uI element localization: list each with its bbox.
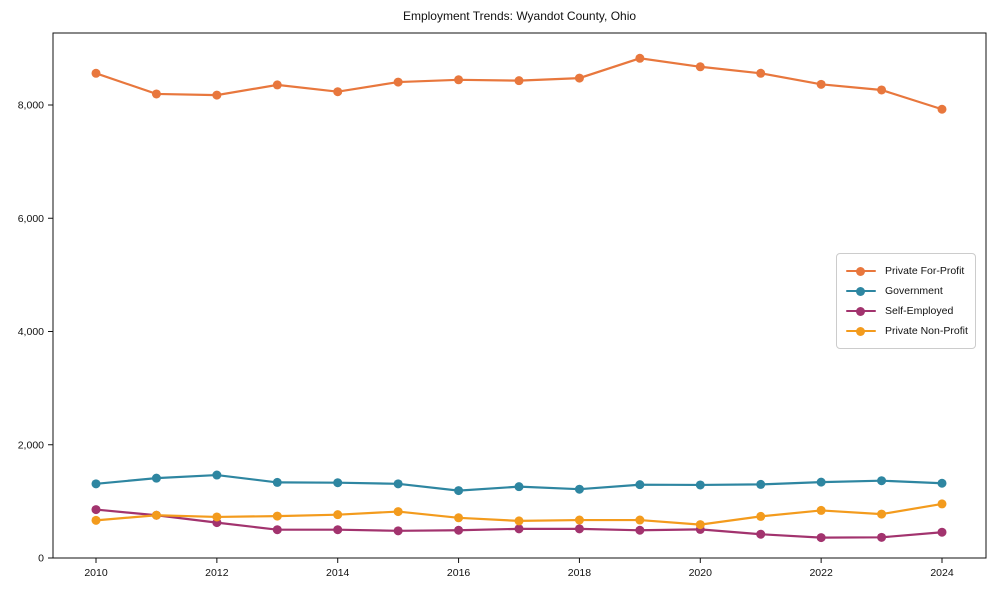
data-point-marker: [393, 526, 403, 536]
legend-item-self-employed: Self-Employed: [846, 301, 966, 321]
data-point-marker: [272, 511, 282, 521]
x-tick-label: 2010: [84, 567, 108, 579]
data-point-marker: [756, 479, 766, 489]
data-point-marker: [756, 529, 766, 539]
data-point-marker: [695, 62, 705, 72]
data-point-marker: [212, 512, 222, 522]
y-tick-label: 8,000: [18, 100, 44, 112]
data-point-marker: [937, 499, 947, 509]
y-tick-label: 4,000: [18, 326, 44, 338]
legend-label: Self-Employed: [885, 305, 954, 317]
data-point-marker: [877, 509, 887, 519]
data-point-marker: [756, 68, 766, 78]
data-point-marker: [877, 532, 887, 542]
data-point-marker: [816, 477, 826, 487]
data-point-marker: [574, 524, 584, 534]
data-point-marker: [937, 527, 947, 537]
data-point-marker: [635, 525, 645, 535]
x-tick-label: 2018: [568, 567, 592, 579]
data-point-marker: [454, 525, 464, 535]
data-point-marker: [816, 79, 826, 89]
data-point-marker: [816, 533, 826, 543]
data-point-marker: [393, 479, 403, 489]
data-point-marker: [333, 478, 343, 488]
data-point-marker: [695, 480, 705, 490]
data-point-marker: [514, 516, 524, 526]
data-point-marker: [272, 80, 282, 90]
data-point-marker: [937, 104, 947, 114]
line-marker-icon: [846, 286, 876, 296]
data-point-marker: [454, 75, 464, 85]
data-point-marker: [574, 515, 584, 525]
legend-item-private-non-profit: Private Non-Profit: [846, 321, 968, 341]
plot-border: [52, 32, 987, 559]
series-private-for-profit: [91, 53, 947, 114]
series-private-non-profit: [91, 499, 947, 530]
series-government: [91, 470, 947, 496]
series-lines: [91, 53, 947, 543]
data-point-marker: [514, 76, 524, 86]
data-point-marker: [454, 513, 464, 523]
y-tick-label: 0: [38, 553, 44, 565]
x-tick-label: 2024: [930, 567, 954, 579]
data-point-marker: [151, 473, 161, 483]
legend-item-private-for-profit: Private For-Profit: [846, 261, 966, 281]
data-point-marker: [635, 53, 645, 63]
data-point-marker: [877, 85, 887, 95]
data-point-marker: [393, 77, 403, 87]
data-point-marker: [635, 480, 645, 490]
line-marker-icon: [846, 326, 876, 336]
legend-label: Government: [885, 285, 943, 297]
data-point-marker: [877, 476, 887, 486]
data-point-marker: [91, 68, 101, 78]
legend-item-government: Government: [846, 281, 966, 301]
data-point-marker: [454, 486, 464, 496]
data-point-marker: [272, 477, 282, 487]
data-point-marker: [333, 87, 343, 97]
data-point-marker: [816, 505, 826, 515]
axes: 0 2,000 4,000 6,000 8,000 2010 2012 2014 2016 201…: [18, 32, 987, 579]
data-point-marker: [574, 73, 584, 83]
x-tick-label: 2012: [205, 567, 229, 579]
data-point-marker: [333, 510, 343, 520]
legend-label: Private Non-Profit: [885, 325, 968, 337]
data-point-marker: [212, 90, 222, 100]
legend: Private For-Profit Government Self-Emplo…: [836, 253, 976, 349]
data-point-marker: [91, 479, 101, 489]
chart-title: Employment Trends: Wyandot County, Ohio: [402, 9, 637, 23]
line-marker-icon: [846, 266, 876, 276]
legend-label: Private For-Profit: [885, 265, 965, 277]
y-tick-label: 6,000: [18, 213, 44, 225]
data-point-marker: [393, 507, 403, 517]
line-marker-icon: [846, 306, 876, 316]
data-point-marker: [574, 484, 584, 494]
x-tick-label: 2014: [326, 567, 350, 579]
y-tick-label: 2,000: [18, 439, 44, 451]
data-point-marker: [272, 525, 282, 535]
data-point-marker: [333, 525, 343, 535]
data-point-marker: [937, 478, 947, 488]
data-point-marker: [695, 520, 705, 530]
data-point-marker: [91, 505, 101, 515]
data-point-marker: [151, 89, 161, 99]
data-point-marker: [514, 524, 524, 534]
x-tick-label: 2016: [447, 567, 471, 579]
data-point-marker: [212, 470, 222, 480]
data-point-marker: [151, 510, 161, 520]
data-point-marker: [756, 511, 766, 521]
data-point-marker: [514, 482, 524, 492]
data-point-marker: [635, 515, 645, 525]
data-point-marker: [91, 515, 101, 525]
x-tick-label: 2022: [809, 567, 833, 579]
x-tick-label: 2020: [689, 567, 713, 579]
